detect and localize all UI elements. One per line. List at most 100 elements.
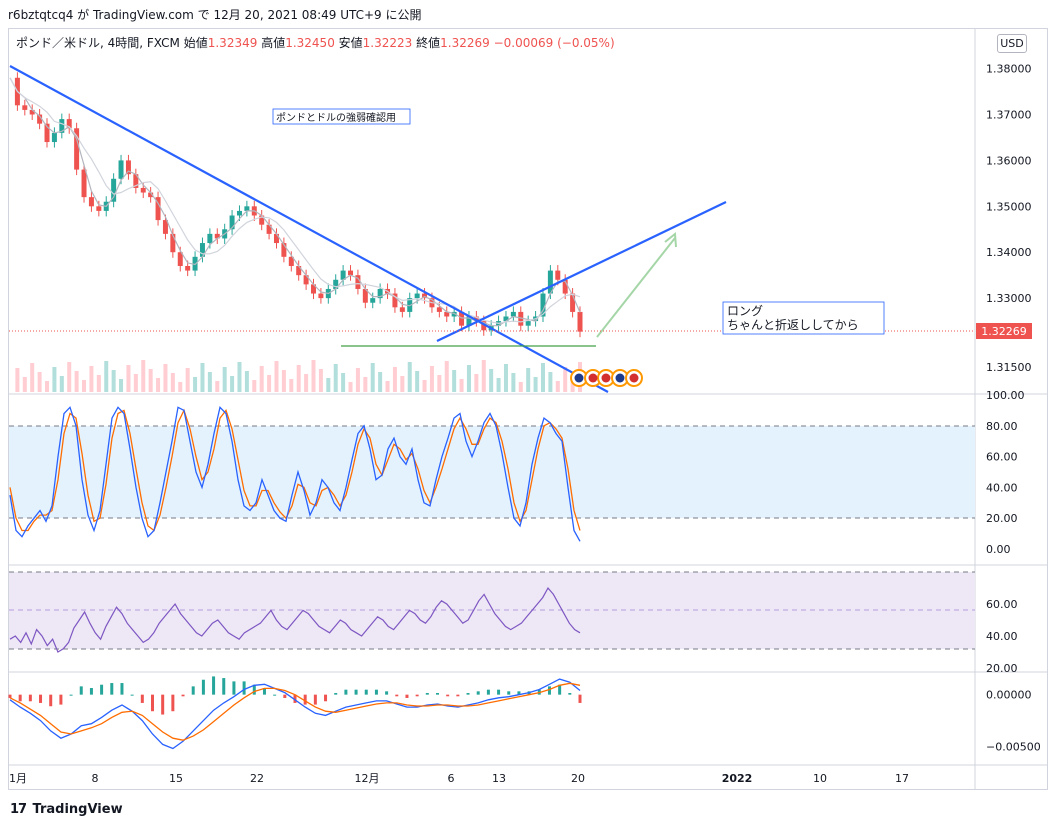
currency-button[interactable]: USD xyxy=(997,34,1027,53)
macd-histogram-bar xyxy=(140,694,144,703)
candle-body xyxy=(370,298,376,303)
volume-bar xyxy=(363,377,368,392)
candle-body xyxy=(407,298,413,312)
volume-bar xyxy=(185,368,190,392)
candle-body xyxy=(562,279,568,294)
y-axis-tick-label: 1.33000 xyxy=(986,292,1032,305)
macd-histogram-bar xyxy=(130,694,134,696)
last-price-tag xyxy=(976,323,1032,339)
macd-histogram-bar xyxy=(89,688,93,695)
candle-body xyxy=(525,321,531,326)
downtrend-line[interactable] xyxy=(9,65,609,393)
volume-bars xyxy=(15,360,582,392)
macd-histogram-bar xyxy=(558,684,562,695)
x-axis-tick-label: 2022 xyxy=(722,772,753,785)
moving-average-slow xyxy=(9,77,581,325)
macd-histogram-bar xyxy=(28,694,32,702)
candle-body xyxy=(518,311,524,326)
candle-body xyxy=(177,252,183,266)
stochastic-k-line xyxy=(9,405,581,542)
candle-body xyxy=(81,169,87,198)
note-box[interactable] xyxy=(272,108,411,125)
y-axis-tick-label: 20.00 xyxy=(986,512,1018,525)
candle-body xyxy=(281,243,287,257)
volume-bar xyxy=(281,370,286,392)
volume-bar xyxy=(30,363,35,392)
macd-histogram-bar xyxy=(517,691,521,695)
projection-arrow-head xyxy=(664,232,677,248)
volume-bar xyxy=(548,372,553,392)
long-note-box[interactable] xyxy=(722,301,885,335)
candle-body xyxy=(259,215,265,225)
macd-histogram-bar xyxy=(59,694,63,705)
volume-bar xyxy=(104,361,109,392)
candle-body xyxy=(229,215,235,230)
volume-bar xyxy=(400,376,405,392)
macd-histogram-bar xyxy=(425,692,429,695)
candle-body xyxy=(148,192,154,198)
event-flags[interactable] xyxy=(570,369,643,387)
x-axis-tick-label: 13 xyxy=(492,772,506,785)
volume-bar xyxy=(274,361,279,392)
brand-name: TradingView xyxy=(32,802,123,817)
volume-bar xyxy=(459,379,464,392)
candle-body xyxy=(362,288,368,303)
candle-body xyxy=(236,210,242,216)
volume-bar xyxy=(370,363,375,392)
volume-bar xyxy=(355,368,360,392)
volume-bar xyxy=(407,362,412,392)
volume-bar xyxy=(326,378,331,392)
long-note-text: ちゃんと折返ししてから xyxy=(727,317,859,332)
us-flag-fill xyxy=(629,373,639,383)
low-value: 1.32223 xyxy=(362,36,413,50)
y-axis-tick-label: 0.00 xyxy=(986,543,1011,556)
macd-histogram-bar xyxy=(568,692,572,695)
symbol-label[interactable]: ポンド／米ドル, 4時間, FXCM xyxy=(16,36,180,50)
volume-bar xyxy=(415,371,420,392)
macd-histogram-bar xyxy=(354,689,358,695)
x-axis-tick-label: 8 xyxy=(92,772,99,785)
volume-bar xyxy=(518,382,523,392)
candle-body xyxy=(436,307,442,312)
volume-bar xyxy=(222,367,227,392)
uptrend-line[interactable] xyxy=(436,201,727,342)
candle-body xyxy=(303,275,309,285)
uk-flag-fill xyxy=(574,373,584,383)
volume-bar xyxy=(296,365,301,392)
macd-histogram-bar xyxy=(456,694,460,697)
macd-histogram-bar xyxy=(222,678,226,695)
footer-brand[interactable]: 17 TradingView xyxy=(10,802,123,817)
volume-bar xyxy=(59,376,64,392)
macd-histogram-bar xyxy=(385,691,389,695)
x-axis-tick-label: 20 xyxy=(571,772,585,785)
candle-body xyxy=(318,293,324,299)
macd-signal-line xyxy=(9,682,581,741)
volume-bar xyxy=(392,367,397,392)
open-value: 1.32349 xyxy=(207,36,258,50)
candles xyxy=(14,72,583,338)
candle-body xyxy=(170,233,176,253)
volume-bar xyxy=(82,380,87,392)
volume-bar xyxy=(52,367,57,392)
volume-bar xyxy=(481,360,486,392)
candle-body xyxy=(199,243,205,257)
volume-bar xyxy=(37,372,42,392)
candle-body xyxy=(111,178,117,202)
candle-body xyxy=(333,279,339,289)
chart-canvas[interactable]: ポンドとドルの強弱確認用 ロング ちゃんと折返ししてから 1.38000 1.37… xyxy=(0,0,1056,790)
macd-histogram-bar xyxy=(446,694,450,697)
volume-bar xyxy=(289,379,294,392)
candle-body xyxy=(451,311,457,317)
long-note-title: ロング xyxy=(727,304,763,318)
projection-arrow[interactable] xyxy=(596,237,676,338)
x-axis-tick-label: 12月 xyxy=(355,772,380,785)
candle-body xyxy=(51,132,57,143)
macd-histogram-bar xyxy=(436,692,439,695)
candle-body xyxy=(399,307,405,312)
volume-bar xyxy=(267,375,272,392)
macd-histogram-bar xyxy=(201,679,205,695)
macd-histogram-bar xyxy=(191,686,195,695)
candle-body xyxy=(577,311,583,332)
candle-body xyxy=(74,128,80,170)
x-axis-tick-label: 15 xyxy=(169,772,183,785)
